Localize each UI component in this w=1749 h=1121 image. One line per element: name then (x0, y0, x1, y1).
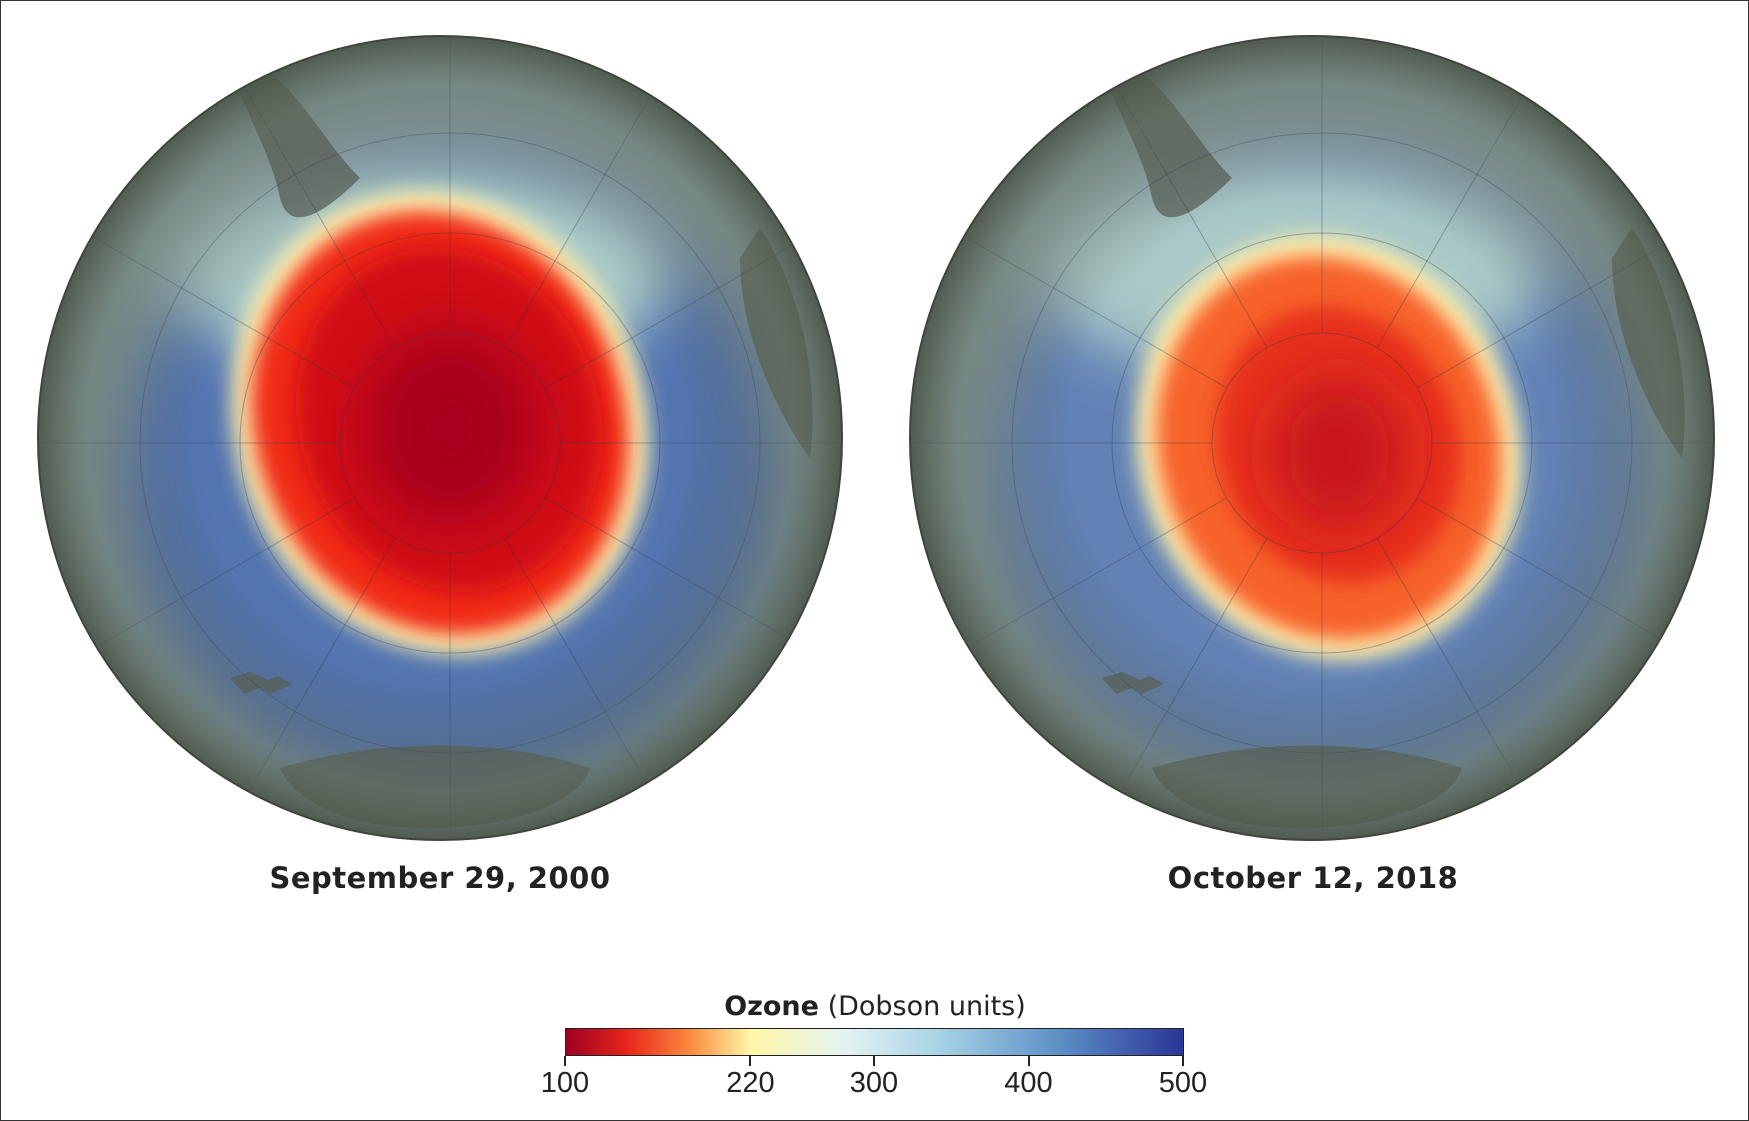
globe-limb-shading (910, 36, 1714, 840)
globe-outline (909, 35, 1715, 841)
legend-title-units: (Dobson units) (827, 991, 1026, 1022)
globe-limb-shading (38, 36, 842, 840)
globe-map-2018 (909, 35, 1715, 841)
colorbar-tick (873, 1056, 875, 1066)
colorbar-tick (1027, 1056, 1030, 1066)
colorbar-tick (749, 1056, 752, 1066)
legend-title-bold: Ozone (724, 991, 819, 1022)
globe-map-2000 (37, 35, 843, 841)
colorbar-tick-label: 400 (1004, 1067, 1053, 1099)
legend-title: Ozone (Dobson units) (565, 991, 1185, 1022)
colorbar-tick-label: 300 (849, 1067, 899, 1099)
colorbar-tick-label: 100 (540, 1067, 590, 1099)
colorbar-tick (1182, 1056, 1184, 1066)
colorbar (565, 1028, 1184, 1056)
colorbar-tick (564, 1056, 566, 1066)
date-label-2018: October 12, 2018 (1167, 861, 1459, 895)
colorbar-tick-label: 220 (726, 1067, 775, 1099)
date-label-2000: September 29, 2000 (269, 861, 611, 895)
colorbar-tick-label: 500 (1158, 1067, 1208, 1099)
globe-outline (37, 35, 843, 841)
